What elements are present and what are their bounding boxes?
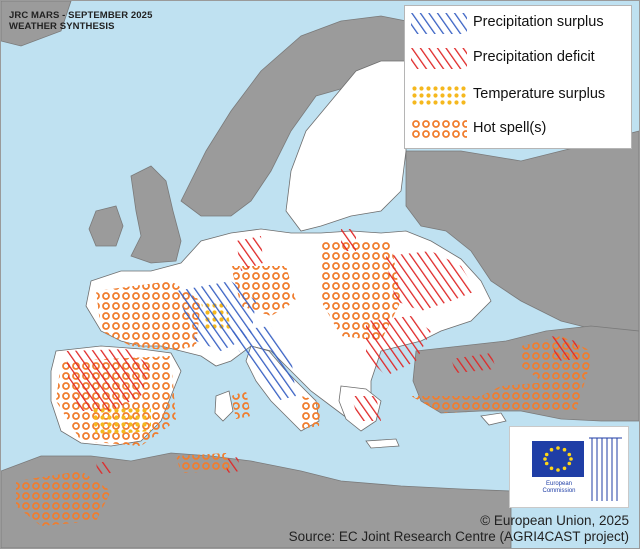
copyright-text: © European Union, 2025: [480, 513, 629, 528]
precipitation-deficit-areas: [66, 229, 581, 474]
hot-spell-swatch: [411, 119, 467, 140]
temperature-surplus-swatch: [411, 85, 467, 106]
credits: © European Union, 2025 Source: EC Joint …: [289, 513, 629, 545]
map-title-line2: WEATHER SYNTHESIS: [9, 21, 115, 32]
eu-flag-icon: [532, 441, 584, 477]
legend-item-precipitation-deficit: Precipitation deficit: [405, 45, 631, 71]
legend-label: Precipitation deficit: [473, 49, 595, 65]
logo-line1: European: [545, 481, 573, 487]
precipitation-surplus-areas: [176, 281, 296, 401]
precipitation-surplus-swatch: [411, 13, 467, 34]
legend-label: Precipitation surplus: [473, 14, 604, 30]
legend-item-temperature-surplus: Temperature surplus: [405, 82, 631, 108]
legend-label: Hot spell(s): [473, 120, 547, 136]
map-title-line1: JRC MARS - SEPTEMBER 2025: [9, 10, 153, 21]
legend: Precipitation surplus Precipitation defi…: [404, 5, 632, 149]
legend-item-hot-spell: Hot spell(s): [405, 116, 631, 142]
map-title: JRC MARS - SEPTEMBER 2025 WEATHER SYNTHE…: [9, 10, 152, 32]
precipitation-deficit-swatch: [411, 48, 467, 69]
legend-item-precipitation-surplus: Precipitation surplus: [405, 10, 631, 36]
european-commission-logo: European Commission: [509, 426, 629, 508]
commission-building-icon: [589, 437, 622, 501]
source-text: Source: EC Joint Research Centre (AGRI4C…: [288, 529, 629, 544]
commission-logo-text: European Commission: [514, 481, 604, 495]
legend-label: Temperature surplus: [473, 86, 606, 102]
logo-line2: Commission: [542, 488, 576, 494]
